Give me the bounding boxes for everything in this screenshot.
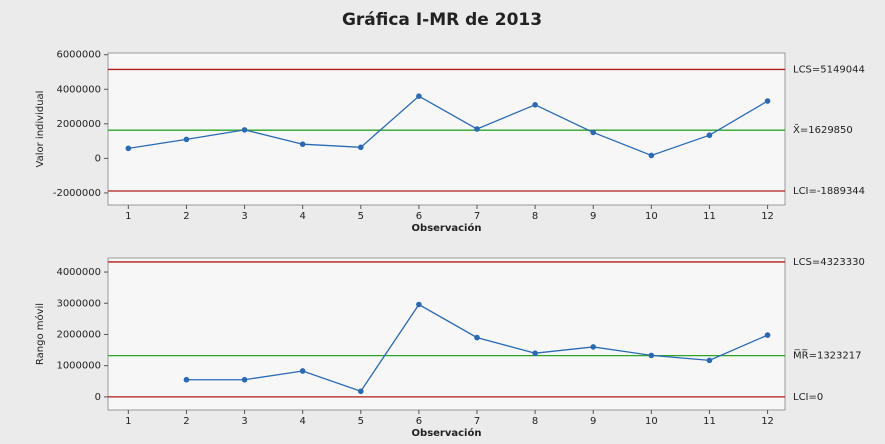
control-limit-label: M̅R̅=1323217 <box>793 349 862 362</box>
data-point <box>416 93 422 99</box>
control-limit-label: LCS=5149044 <box>793 64 865 75</box>
y-tick-label: 4000000 <box>56 84 101 95</box>
data-point <box>706 357 713 364</box>
x-tick-label: 7 <box>474 211 480 222</box>
data-point <box>241 376 248 383</box>
x-tick-label: 10 <box>645 416 658 427</box>
x-tick-label: 2 <box>183 211 189 222</box>
x-tick-label: 12 <box>761 211 774 222</box>
data-point <box>125 145 132 152</box>
y-tick-label: -2000000 <box>53 188 101 199</box>
data-point <box>357 144 364 151</box>
x-tick-label: 11 <box>703 211 716 222</box>
y-tick-label: 0 <box>95 392 101 403</box>
x-tick-label: 6 <box>416 416 422 427</box>
x-tick-label: 1 <box>125 416 131 427</box>
x-tick-label: 6 <box>416 211 422 222</box>
data-point <box>532 102 538 108</box>
y-axis-label: Valor individual <box>35 91 46 168</box>
data-point <box>299 368 306 374</box>
y-tick-label: 0 <box>95 153 101 164</box>
control-limit-label: LCS=4323330 <box>793 257 865 268</box>
data-line <box>128 95 768 157</box>
x-tick-label: 9 <box>590 211 596 222</box>
control-limit-label: X̄=1629850 <box>793 123 853 136</box>
plot-area <box>107 52 786 206</box>
data-point <box>183 136 190 143</box>
y-axis-label: Rango móvil <box>34 303 46 365</box>
data-point <box>590 129 597 136</box>
x-tick-label: 3 <box>241 416 247 427</box>
data-point <box>474 126 480 132</box>
data-point <box>764 332 771 338</box>
control-limit-label: LCI=0 <box>793 392 823 403</box>
x-tick-label: 9 <box>590 416 596 427</box>
x-axis-label: Observación <box>412 427 482 439</box>
data-point <box>648 352 655 359</box>
y-tick-label: 6000000 <box>56 50 101 61</box>
data-point <box>764 98 771 104</box>
y-tick-label: 4000000 <box>56 267 101 278</box>
data-point <box>299 141 306 147</box>
x-tick-label: 3 <box>241 211 247 222</box>
x-tick-label: 4 <box>299 416 305 427</box>
x-tick-label: 5 <box>358 211 364 222</box>
data-point <box>241 127 248 133</box>
chart-title: Gráfica I-MR de 2013 <box>342 10 542 30</box>
x-tick-label: 5 <box>358 416 364 427</box>
data-point <box>416 301 422 308</box>
data-point <box>183 376 190 383</box>
plot-area <box>107 257 786 411</box>
x-tick-label: 11 <box>703 416 716 427</box>
data-point <box>706 132 713 139</box>
data-point <box>474 334 480 341</box>
x-tick-label: 8 <box>532 211 538 222</box>
x-tick-label: 12 <box>761 416 774 427</box>
x-tick-label: 7 <box>474 416 480 427</box>
data-point <box>648 152 655 159</box>
control-limit-label: LCI=-1889344 <box>793 186 865 197</box>
y-tick-label: 1000000 <box>56 361 101 372</box>
x-tick-label: 2 <box>183 416 189 427</box>
y-tick-label: 3000000 <box>56 298 101 309</box>
x-tick-label: 8 <box>532 416 538 427</box>
data-point <box>357 388 364 395</box>
data-point <box>590 344 597 350</box>
x-axis-label: Observación <box>412 222 482 234</box>
x-tick-label: 10 <box>645 211 658 222</box>
y-tick-label: 2000000 <box>56 329 101 340</box>
x-tick-label: 4 <box>299 211 305 222</box>
x-tick-label: 1 <box>125 211 131 222</box>
y-tick-label: 2000000 <box>56 119 101 130</box>
data-point <box>532 350 538 356</box>
